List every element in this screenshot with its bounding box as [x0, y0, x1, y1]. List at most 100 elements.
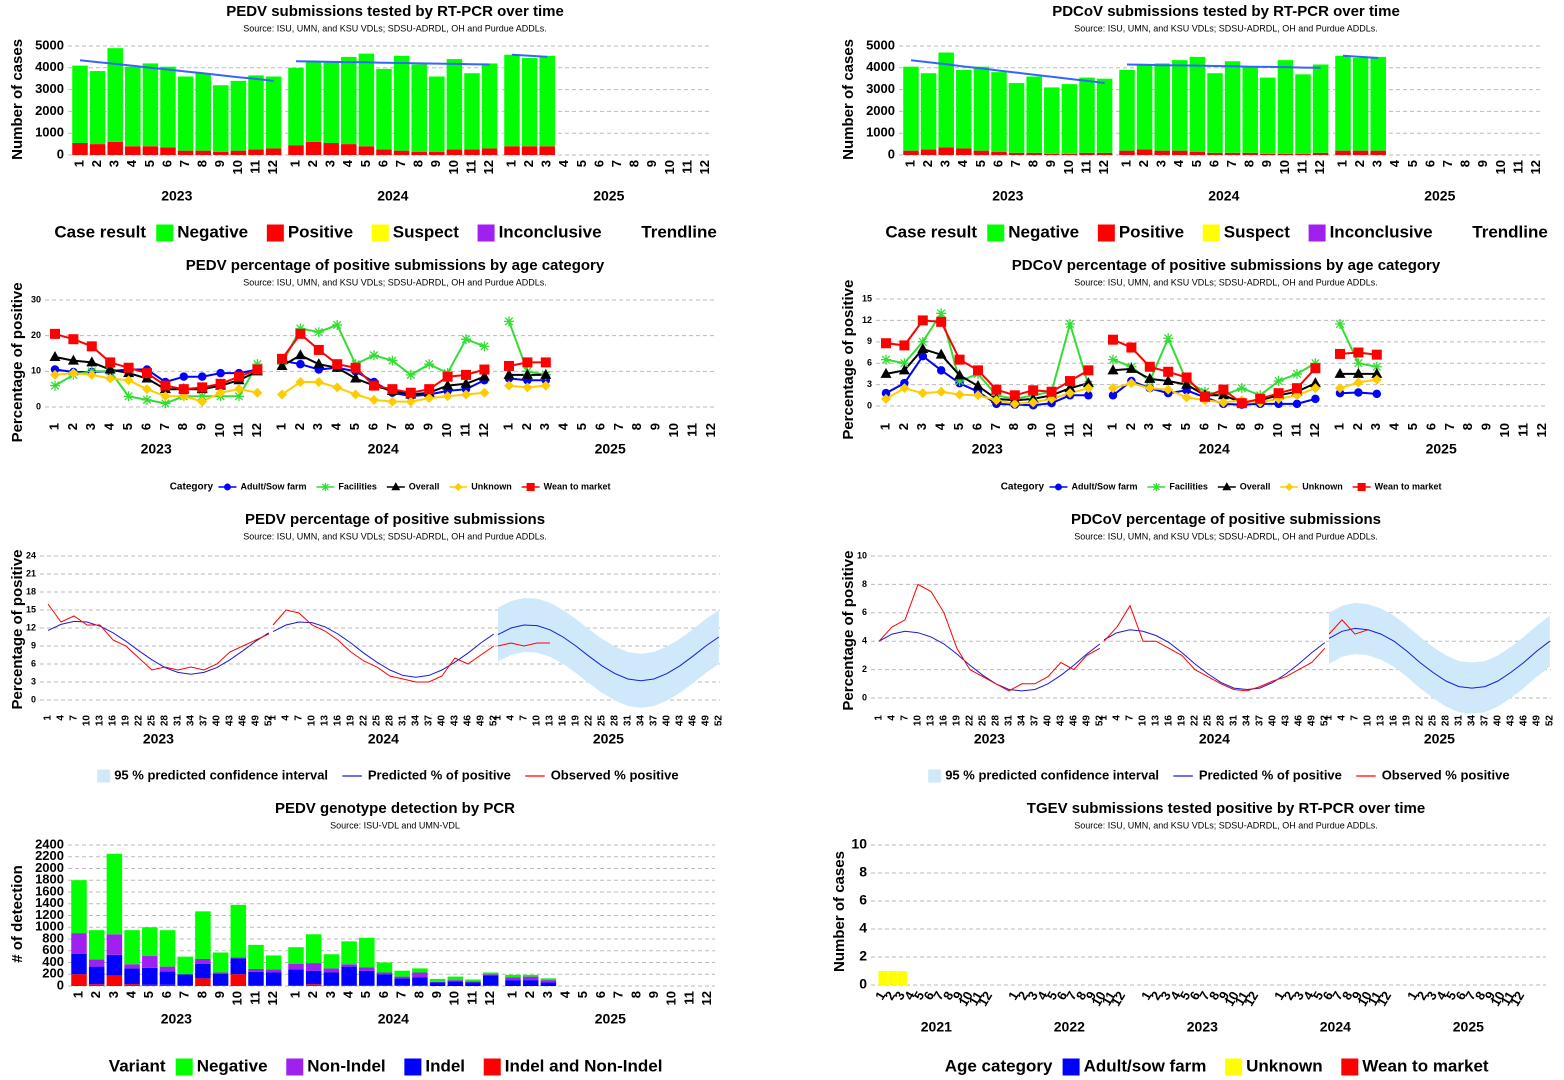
bar-segment — [305, 141, 322, 155]
year-label: 2024 — [1199, 441, 1230, 457]
y-tick-label: 2 — [859, 948, 867, 964]
x-tick-label: 10 — [230, 991, 245, 1005]
bar-segment — [71, 880, 87, 934]
marker — [1181, 372, 1192, 383]
x-tick-label: 12 — [703, 423, 718, 437]
marker — [424, 384, 435, 395]
y-axis-title: Number of cases — [831, 851, 848, 972]
x-tick-label: 11 — [1498, 989, 1518, 1008]
marker — [350, 372, 362, 383]
x-tick-label: 6 — [969, 423, 984, 430]
legend-swatch — [266, 224, 284, 242]
series-line — [878, 630, 1101, 692]
bar-segment — [878, 971, 888, 985]
bar-segment — [1189, 151, 1206, 155]
x-tick-label: 2 — [292, 423, 307, 430]
bar-segment — [265, 969, 282, 973]
year-label: 2024 — [368, 731, 399, 747]
x-tick-label: 46 — [1293, 715, 1304, 727]
legend-swatch — [1225, 1058, 1243, 1076]
x-tick-label: 4 — [1171, 159, 1186, 167]
x-tick-label: 8 — [195, 160, 210, 167]
marker — [50, 369, 60, 380]
x-tick-label: 2 — [1136, 160, 1151, 167]
legend-label: Positive — [288, 222, 353, 241]
marker — [216, 368, 225, 378]
bar-segment — [376, 149, 392, 155]
bar-segment — [124, 964, 140, 969]
x-tick-label: 12 — [249, 423, 264, 437]
legend-label: Adult/sow farm — [1084, 1056, 1207, 1075]
bar-segment — [522, 974, 539, 977]
x-tick-label: 31 — [398, 715, 409, 727]
x-tick-label: 12 — [1096, 160, 1111, 174]
x-tick-label: 4 — [1387, 422, 1402, 430]
marker — [295, 328, 306, 339]
legend-swatch — [175, 1058, 193, 1076]
x-tick-label: 11 — [464, 991, 479, 1005]
x-tick-label: 1 — [493, 715, 504, 721]
x-tick-label: 10 — [1089, 989, 1109, 1009]
marker — [954, 354, 965, 365]
x-tick-label: 4 — [124, 159, 139, 167]
x-tick-label: 28 — [1441, 715, 1452, 727]
x-tick-label: 1 — [1324, 715, 1335, 721]
bar-segment — [323, 968, 340, 973]
marker — [86, 369, 97, 380]
x-tick-label: 5 — [142, 160, 157, 167]
legend-swatch — [526, 482, 535, 492]
marker — [461, 334, 471, 345]
x-tick-label: 10 — [212, 423, 227, 437]
bar-segment — [1136, 149, 1153, 155]
x-tick-label: 10 — [447, 991, 462, 1005]
x-tick-label: 9 — [429, 991, 444, 998]
bar-segment — [230, 974, 247, 986]
bar-segment — [446, 149, 463, 155]
legend-label: Unknown — [471, 481, 512, 491]
marker — [160, 398, 171, 409]
legend-label: Negative — [177, 222, 248, 241]
bar-segment — [376, 985, 393, 986]
x-tick-label: 10 — [1363, 715, 1374, 727]
x-tick-label: 5 — [358, 991, 373, 998]
trend-line — [295, 60, 490, 66]
series-line — [1103, 604, 1326, 692]
bar-segment — [1096, 78, 1113, 153]
bar-segment — [956, 69, 972, 149]
marker — [1372, 389, 1382, 399]
bar-segment — [195, 978, 211, 986]
series-line — [1328, 627, 1551, 689]
marker — [197, 382, 208, 393]
x-tick-label: 7 — [1350, 715, 1361, 721]
x-tick-label: 49 — [475, 715, 486, 727]
marker — [197, 391, 208, 402]
marker — [479, 364, 490, 375]
legend: Case result Negative Positive Suspect Inconc… — [885, 222, 1548, 242]
y-tick-label: 18 — [26, 586, 36, 596]
legend: 95 % predicted confidence interval Predic… — [928, 767, 1510, 783]
x-tick-label: 7 — [177, 991, 192, 998]
marker — [479, 341, 490, 352]
marker — [1218, 397, 1229, 408]
series-line — [47, 620, 270, 675]
x-tick-label: 12 — [1241, 989, 1261, 1009]
x-tick-label: 1 — [504, 991, 519, 998]
bar-segment — [288, 947, 304, 964]
y-tick-label: 1000 — [35, 919, 64, 934]
x-tick-label: 10 — [532, 715, 543, 727]
legend-label: Suspect — [1224, 222, 1290, 241]
marker — [972, 380, 984, 391]
bar-segment — [177, 150, 194, 155]
year-label: 2024 — [1320, 1019, 1351, 1035]
x-tick-label: 9 — [194, 423, 209, 430]
bar-segment — [323, 143, 339, 155]
x-tick-label: 5 — [973, 160, 988, 167]
x-tick-label: 11 — [230, 423, 245, 437]
y-tick-label: 24 — [26, 550, 36, 560]
bar-segment — [177, 974, 193, 986]
x-tick-label: 4 — [1337, 715, 1348, 721]
bar-segment — [71, 933, 87, 954]
x-tick-label: 3 — [310, 423, 325, 430]
bar-segment — [973, 66, 990, 151]
chart-title: PDCoV submissions tested by RT-PCR over … — [1052, 3, 1400, 20]
